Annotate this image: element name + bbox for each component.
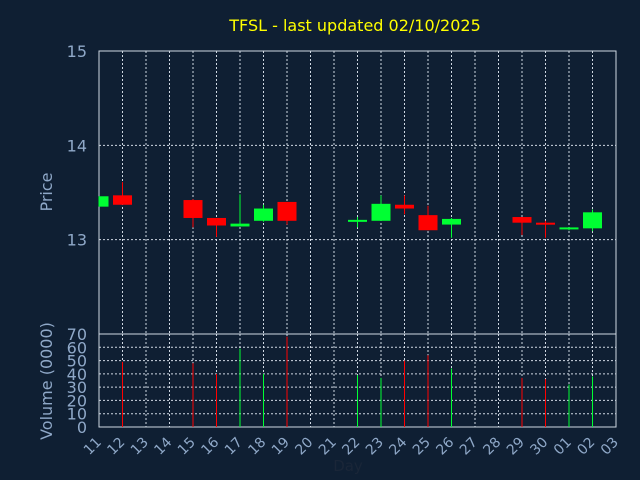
volume-tick-label: 40 (67, 365, 87, 384)
volume-tick-label: 30 (67, 378, 87, 397)
volume-bars (122, 336, 593, 427)
price-tick-label: 15 (67, 42, 87, 61)
x-ticks: 11 12 13 14 15 16 17 18 19 20 21 22 23 24 25 26 27 28 29 30… (81, 434, 622, 458)
candle-22 (348, 217, 367, 228)
price-tick-label: 13 (67, 231, 87, 250)
price-tick-label: 14 (67, 136, 87, 155)
price-panel: 13 14 15 Price (37, 42, 617, 335)
candle-15 (183, 199, 203, 228)
candle-body (207, 217, 226, 226)
x-axis-label: Day (333, 457, 363, 475)
candle-12 (113, 182, 132, 205)
candle-30 (536, 220, 555, 238)
candle-body (348, 219, 367, 222)
volume-tick-label: 10 (67, 405, 87, 424)
price-axis-label: Price (37, 172, 56, 211)
candle-body (418, 215, 438, 231)
candle-body (512, 217, 532, 223)
volume-tick-label: 70 (67, 325, 87, 344)
candle-17 (230, 194, 250, 227)
candle-19 (277, 201, 297, 225)
volume-tick-label: 60 (67, 338, 87, 357)
candle-11 (98, 196, 109, 207)
candle-29 (512, 217, 532, 235)
volume-tick-label: 20 (67, 391, 87, 410)
volume-axis-label: Volume (0000) (37, 322, 56, 440)
candle-24 (395, 195, 414, 215)
candle-body (442, 218, 461, 225)
candle-body (371, 203, 391, 221)
candle-body (113, 195, 132, 205)
price-y-ticks: 13 14 15 (67, 42, 87, 250)
volume-tick-label: 0 (77, 418, 87, 437)
candle-16 (207, 217, 226, 237)
chart-title: TFSL - last updated 02/10/2025 (228, 16, 481, 35)
candle-body (583, 212, 602, 229)
candle-body (559, 227, 579, 230)
candle-23 (371, 195, 391, 221)
candle-25 (418, 205, 438, 231)
candle-body (183, 200, 203, 218)
candle-18 (254, 204, 273, 222)
candle-body (99, 196, 109, 207)
candle-01 (559, 227, 579, 231)
candle-body (536, 222, 555, 225)
volume-tick-label: 50 (67, 352, 87, 371)
candle-02 (583, 209, 602, 232)
candle-26 (442, 217, 461, 238)
candle-body (277, 201, 297, 221)
candle-body (254, 208, 273, 221)
candle-body (395, 204, 414, 209)
candle-body (230, 223, 250, 227)
candles (98, 182, 602, 238)
